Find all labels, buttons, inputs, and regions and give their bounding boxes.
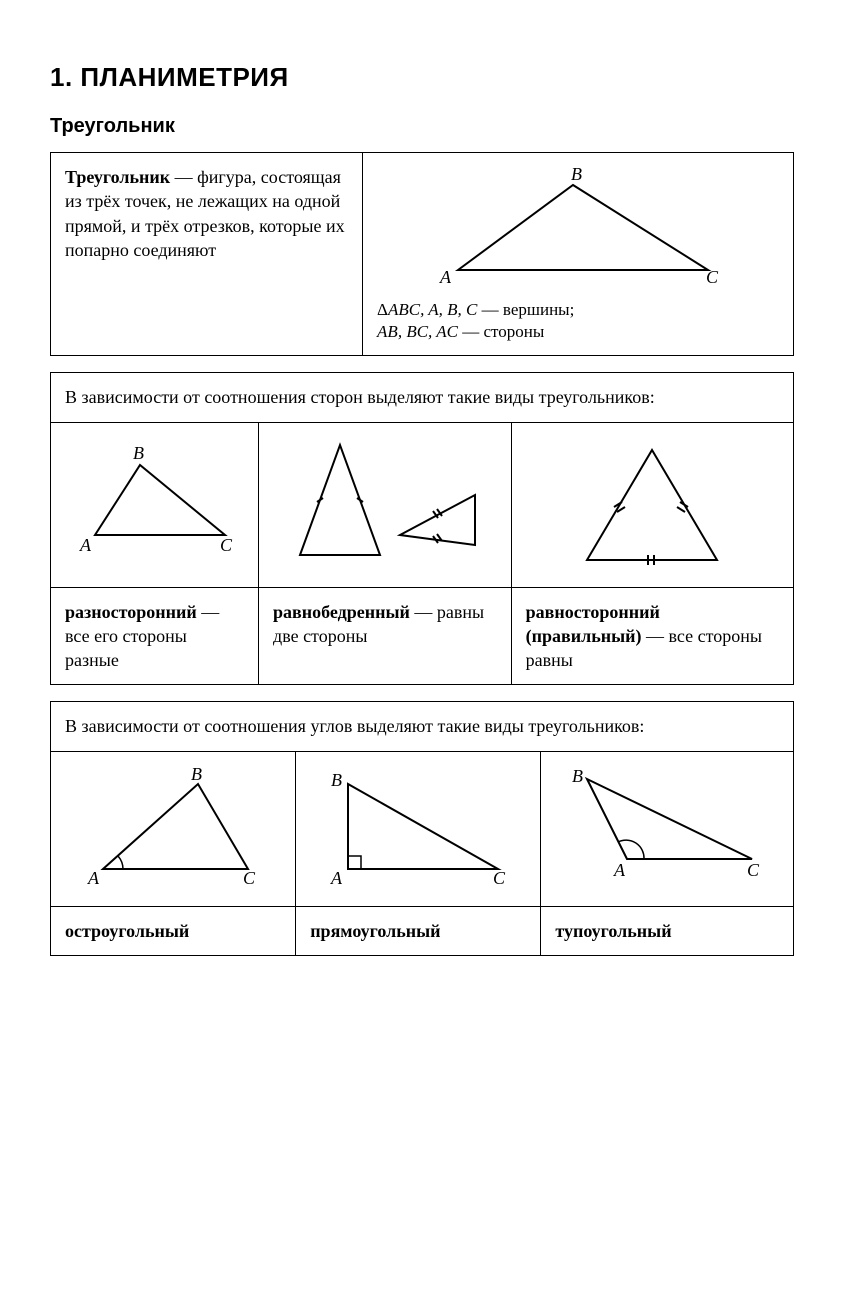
obtuse-c: C <box>747 860 760 880</box>
obtuse-a: A <box>613 860 626 880</box>
angles-classification-table: В зависимости от соотношения углов выдел… <box>50 701 794 956</box>
obtuse-diagram: B A C <box>562 764 772 894</box>
definition-figure-cell: B A C ΔABC, A, B, C — вершины; AB, BC, A… <box>363 153 794 356</box>
scalene-term: разносторон­ний <box>65 602 197 622</box>
scalene-c: C <box>220 535 233 555</box>
acute-b: B <box>191 764 202 784</box>
scalene-caption: разносторон­ний — все его стороны разные <box>51 587 259 685</box>
scalene-a: A <box>79 535 92 555</box>
sides-header: В зависимости от соотношения сторон выде… <box>51 373 794 422</box>
definition-table: Треугольник — фигура, со­стоящая из трёх… <box>50 152 794 356</box>
acute-term: остроугольный <box>65 921 189 941</box>
section-heading: Треугольник <box>50 113 794 140</box>
scalene-diagram: B A C <box>70 435 240 565</box>
acute-a: A <box>87 868 100 888</box>
isosceles-diagram <box>280 435 490 570</box>
vertex-list: , A, B, C <box>420 300 477 319</box>
delta: Δ <box>377 300 388 319</box>
right-figure-cell: B A C <box>296 751 541 906</box>
equilateral-term: равносторонний (правильный) <box>526 602 660 646</box>
obtuse-caption: тупоугольный <box>541 906 794 955</box>
angles-header: В зависимости от соотношения углов выдел… <box>51 702 794 751</box>
term: Треугольник <box>65 167 170 187</box>
scalene-b: B <box>133 443 144 463</box>
right-b: B <box>331 770 342 790</box>
equilateral-caption: равносторонний (правильный) — все сторон… <box>511 587 793 685</box>
definition-cell: Треугольник — фигура, со­стоящая из трёх… <box>51 153 363 356</box>
triangle-abc-diagram: B A C <box>428 165 728 295</box>
sides-classification-table: В зависимости от соотношения сторон выде… <box>50 372 794 685</box>
right-a: A <box>330 868 343 888</box>
isosceles-term: равнобедрен­ный <box>273 602 410 622</box>
isosceles-caption: равнобедрен­ный — равны две стороны <box>259 587 512 685</box>
sides-word: — стороны <box>458 322 544 341</box>
obtuse-term: тупоугольный <box>555 921 671 941</box>
acute-diagram: B A C <box>78 764 268 894</box>
acute-figure-cell: B A C <box>51 751 296 906</box>
obtuse-b: B <box>572 766 583 786</box>
acute-c: C <box>243 868 256 888</box>
right-term: прямоугольный <box>310 921 440 941</box>
chapter-heading: 1. ПЛАНИМЕТРИЯ <box>50 60 794 95</box>
side-list: AB, BC, AC <box>377 322 458 341</box>
equilateral-figure-cell <box>511 422 793 587</box>
scalene-figure-cell: B A C <box>51 422 259 587</box>
isosceles-figure-cell <box>259 422 512 587</box>
equilateral-diagram <box>562 435 742 575</box>
obtuse-figure-cell: B A C <box>541 751 794 906</box>
vertex-a-label: A <box>439 267 452 287</box>
vertices-word: — вершины; <box>477 300 574 319</box>
vertex-c-label: C <box>706 267 719 287</box>
abc: ABC <box>388 300 420 319</box>
figure-caption: ΔABC, A, B, C — вершины; AB, BC, AC — ст… <box>377 299 779 343</box>
right-diagram: B A C <box>318 764 518 894</box>
vertex-b-label: B <box>571 165 582 184</box>
right-c: C <box>493 868 506 888</box>
right-caption: прямоугольный <box>296 906 541 955</box>
acute-caption: остроугольный <box>51 906 296 955</box>
